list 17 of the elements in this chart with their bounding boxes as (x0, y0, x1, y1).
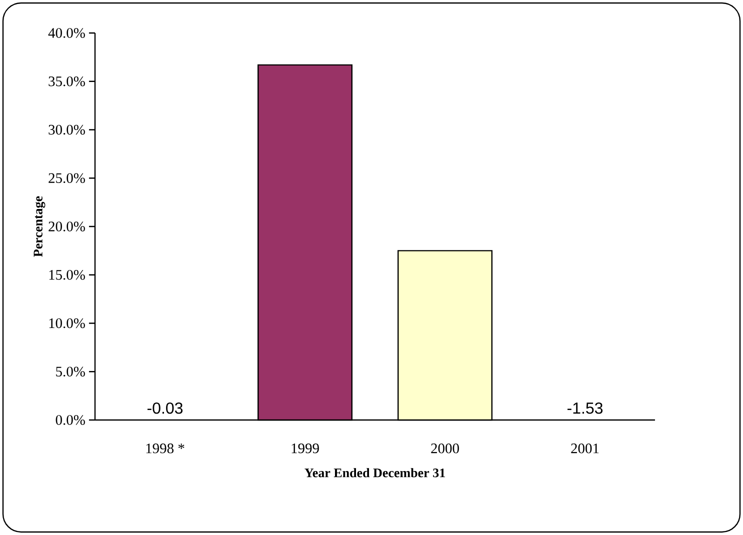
x-tick-label: 2001 (571, 444, 599, 454)
x-tick-label: 1998 * (146, 444, 184, 454)
text: -0.03 (147, 402, 183, 414)
y-axis-title: Percentage (34, 196, 46, 257)
x-axis-title: Year Ended December 31 (304, 468, 445, 478)
x-tick-label: 1999 (292, 444, 319, 454)
y-tick-label: 30.0% (48, 124, 85, 135)
y-tick-label: 5.0% (56, 366, 85, 377)
y-tick-label: 10.0% (49, 318, 85, 328)
y-tick-label: 20.0% (48, 222, 85, 232)
y-tick-label: 0.0% (56, 415, 85, 425)
y-tick-label: 40.0% (48, 28, 85, 38)
x-tick-label: 2000 (431, 444, 459, 454)
y-tick-label: 35.0% (48, 76, 85, 86)
text: -1.53 (567, 402, 603, 414)
y-tick-label: 25.0% (48, 173, 85, 184)
y-tick-label: 15.0% (49, 270, 85, 280)
